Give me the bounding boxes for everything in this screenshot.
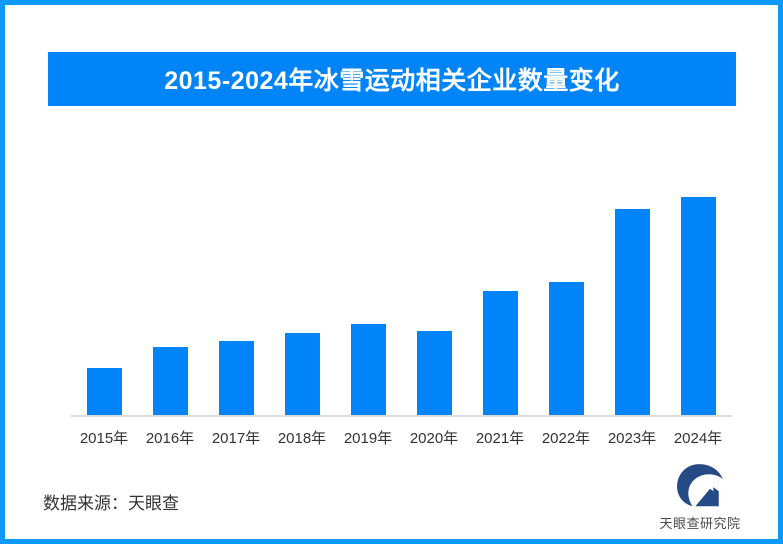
bar-slot — [71, 150, 137, 415]
bar-slot — [137, 150, 203, 415]
bar-slot — [401, 150, 467, 415]
bar-2018年 — [284, 333, 320, 415]
publisher-logo: 天眼查研究院 — [640, 463, 760, 532]
bar-2022年 — [548, 282, 584, 415]
bar-slot — [533, 150, 599, 415]
bar-slot — [203, 150, 269, 415]
bar-2020年 — [416, 331, 452, 415]
bar-2016年 — [152, 347, 188, 415]
x-label-slot: 2019年 — [335, 427, 401, 448]
x-tick-label: 2018年 — [277, 430, 327, 447]
x-tick-label: 2015年 — [79, 430, 129, 447]
x-tick-label: 2024年 — [673, 430, 723, 447]
bar-slot — [269, 150, 335, 415]
x-axis-line — [71, 415, 732, 417]
bar-2019年 — [350, 324, 386, 415]
x-label-slot: 2018年 — [269, 427, 335, 448]
x-tick-label: 2021年 — [475, 430, 525, 447]
bar-slot — [335, 150, 401, 415]
bar-slot — [665, 150, 731, 415]
x-label-slot: 2021年 — [467, 427, 533, 448]
x-label-slot: 2024年 — [665, 427, 731, 448]
bar-2015年 — [86, 368, 122, 415]
x-label-slot: 2017年 — [203, 427, 269, 448]
bar-slot — [599, 150, 665, 415]
x-tick-label: 2023年 — [607, 430, 657, 447]
x-label-slot: 2023年 — [599, 427, 665, 448]
bar-chart — [71, 150, 731, 415]
tianyancha-eye-logo-icon — [677, 464, 723, 507]
x-label-slot: 2015年 — [71, 427, 137, 448]
x-tick-label: 2016年 — [145, 430, 195, 447]
bar-2024年 — [680, 197, 716, 415]
x-tick-label: 2017年 — [211, 430, 261, 447]
bar-2023年 — [614, 209, 650, 415]
bar-slot — [467, 150, 533, 415]
publisher-logo-label: 天眼查研究院 — [659, 516, 741, 531]
x-label-slot: 2020年 — [401, 427, 467, 448]
x-tick-label: 2020年 — [409, 430, 459, 447]
title-banner: 2015-2024年冰雪运动相关企业数量变化 — [48, 52, 736, 106]
bar-2017年 — [218, 341, 254, 415]
chart-title: 2015-2024年冰雪运动相关企业数量变化 — [164, 67, 620, 95]
x-axis-labels: 2015年 2016年 2017年 2018年 2019年 2020年 2021年 2022年… — [71, 427, 731, 448]
bar-2021年 — [482, 291, 518, 415]
bars-container — [71, 150, 731, 415]
x-label-slot: 2016年 — [137, 427, 203, 448]
x-tick-label: 2019年 — [343, 430, 393, 447]
data-source-label: 数据来源：天眼查 — [43, 494, 179, 513]
x-tick-label: 2022年 — [541, 430, 591, 447]
x-label-slot: 2022年 — [533, 427, 599, 448]
